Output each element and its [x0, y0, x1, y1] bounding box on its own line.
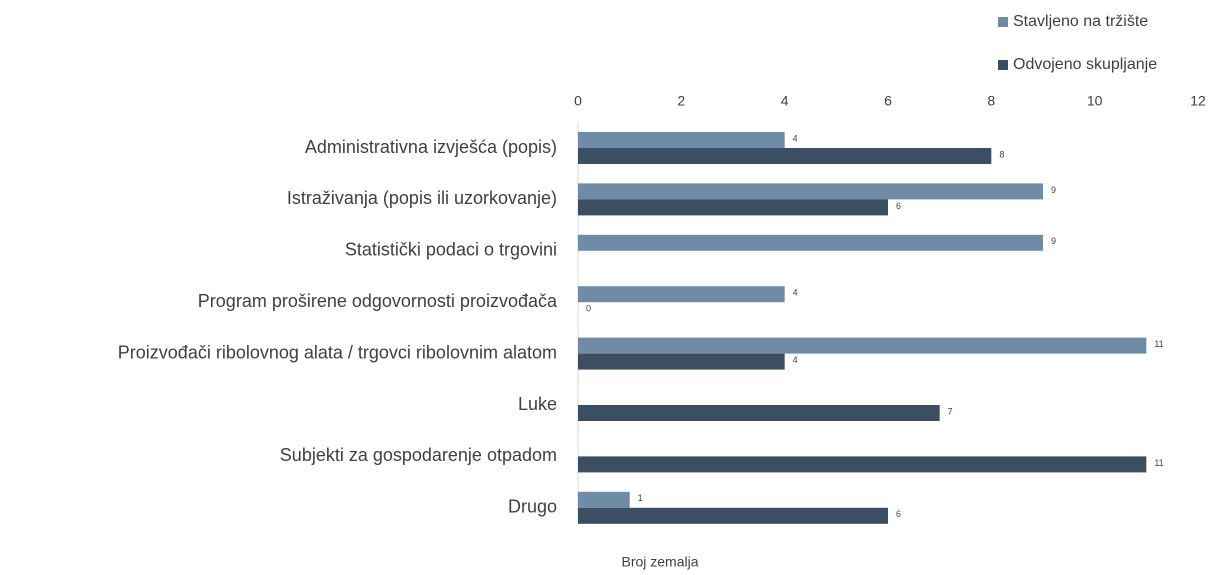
- x-axis-label: Broj zemalja: [621, 554, 698, 570]
- bar: [578, 353, 785, 370]
- y-tick-label: Luke: [518, 394, 557, 414]
- bar: [578, 199, 888, 216]
- legend-swatch: [998, 17, 1008, 27]
- y-tick-label: Drugo: [508, 497, 557, 517]
- y-tick-label: Proizvođači ribolovnog alata / trgovci r…: [118, 342, 557, 362]
- legend-label: Stavljeno na tržište: [1013, 13, 1148, 30]
- y-tick-label: Istraživanja (popis ili uzorkovanje): [287, 188, 557, 208]
- bar: [578, 491, 630, 508]
- legend-label: Odvojeno skupljanje: [1013, 56, 1157, 73]
- x-tick-label: 10: [1087, 93, 1103, 109]
- legend-swatch: [998, 60, 1008, 70]
- x-tick-label: 12: [1190, 93, 1206, 109]
- data-label: 9: [1051, 185, 1056, 195]
- y-tick-label: Subjekti za gospodarenje otpadom: [280, 445, 557, 465]
- x-tick-label: 2: [677, 93, 685, 109]
- x-tick-label: 6: [884, 93, 892, 109]
- x-tick-label: 8: [987, 93, 995, 109]
- data-label: 8: [999, 149, 1004, 159]
- bar: [578, 286, 785, 303]
- bar: [578, 183, 1043, 200]
- data-label: 11: [1154, 339, 1163, 349]
- data-label: 4: [793, 355, 798, 365]
- y-tick-label: Administrativna izvješća (popis): [305, 137, 557, 157]
- data-label: 9: [1051, 236, 1056, 246]
- bar: [578, 507, 888, 524]
- data-label: 11: [1154, 458, 1163, 468]
- data-label: 6: [896, 509, 901, 519]
- x-tick-label: 4: [781, 93, 789, 109]
- data-label: 0: [586, 304, 591, 314]
- data-label: 1: [638, 493, 643, 503]
- x-tick-label: 0: [574, 93, 582, 109]
- data-label: 4: [793, 133, 798, 143]
- data-label: 4: [793, 288, 798, 298]
- data-label: 6: [896, 201, 901, 211]
- bar: [578, 234, 1043, 251]
- bar: [578, 148, 992, 164]
- data-label: 7: [948, 406, 953, 416]
- y-tick-label: Statistički podaci o trgovini: [345, 240, 557, 260]
- bar: [578, 337, 1147, 354]
- bar: [578, 132, 785, 148]
- y-tick-label: Program proširene odgovornosti proizvođa…: [198, 291, 558, 311]
- bar: [578, 405, 940, 421]
- bar: [578, 456, 1147, 473]
